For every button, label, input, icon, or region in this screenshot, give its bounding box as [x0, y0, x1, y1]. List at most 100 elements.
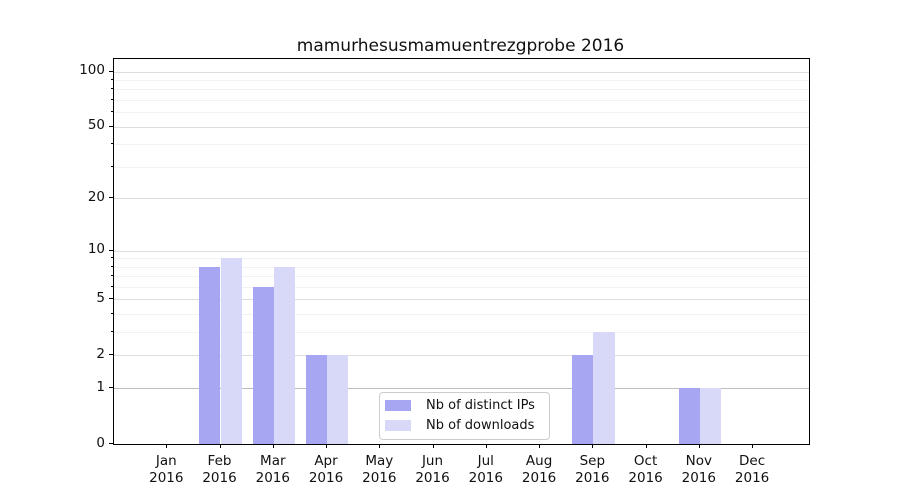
x-axis-tick	[326, 444, 327, 448]
y-tick-label: 10	[87, 241, 105, 257]
grid-line-major	[114, 299, 809, 301]
y-axis-minor-tick	[111, 111, 113, 113]
legend-row: Nb of downloads	[385, 418, 535, 433]
y-axis-minor-tick	[111, 286, 113, 287]
x-label-year: 2016	[521, 470, 557, 487]
y-axis-minor-tick	[111, 165, 113, 167]
y-tick-label: 1	[96, 378, 105, 395]
y-axis-minor-tick	[111, 79, 113, 80]
legend: Nb of distinct IPs Nb of downloads	[379, 392, 550, 440]
grid-line-minor	[114, 287, 809, 288]
x-axis-tick	[485, 444, 487, 448]
bar-downloads-apr	[327, 355, 349, 444]
x-label-year: 2016	[202, 470, 237, 487]
y-tick-label: 100	[79, 62, 105, 79]
y-axis-minor-tick	[111, 265, 113, 267]
bar-downloads-nov	[699, 388, 722, 444]
x-axis-tick	[432, 444, 434, 448]
chart-title: mamurhesusmamuentrezgprobe 2016	[296, 36, 625, 56]
x-tick-label-jul: Jul 2016	[454, 453, 518, 488]
x-axis-tick	[166, 444, 168, 448]
grid-line-major	[114, 126, 809, 128]
x-tick-label-dec: Dec 2016	[720, 453, 784, 488]
x-axis-tick	[539, 444, 541, 448]
x-tick-label-mar: Mar 2016	[241, 453, 305, 488]
legend-row: Nb of distinct IPs	[385, 398, 535, 413]
legend-swatch	[385, 420, 411, 431]
y-axis-minor-tick	[111, 313, 113, 315]
x-label-month: Sep	[579, 453, 606, 469]
y-axis-tick	[109, 197, 113, 199]
y-axis-tick	[109, 443, 113, 444]
grid-line-minor	[114, 100, 809, 101]
x-axis-tick	[379, 444, 381, 448]
y-axis-tick	[109, 387, 113, 389]
bar-distinct-ips-apr	[305, 355, 327, 444]
x-label-month: May	[365, 453, 394, 469]
bar-distinct-ips-feb	[199, 266, 221, 444]
x-label-month: Mar	[260, 453, 286, 469]
x-label-month: Apr	[314, 453, 338, 469]
grid-line-minor	[114, 166, 809, 168]
grid-line-minor	[114, 112, 809, 114]
y-axis-tick	[109, 70, 113, 72]
grid-line-minor	[114, 144, 809, 146]
x-axis-tick	[272, 444, 274, 448]
grid-line-minor	[114, 332, 809, 334]
grid-line-minor	[114, 276, 809, 278]
x-label-year: 2016	[468, 470, 503, 487]
bar-downloads-sep	[593, 332, 615, 444]
x-label-year: 2016	[575, 470, 610, 487]
y-tick-label: 5	[96, 289, 105, 306]
y-axis-minor-tick	[111, 99, 113, 100]
grid-line-major	[114, 71, 809, 73]
grid-line-major	[114, 250, 809, 252]
x-axis-tick	[592, 444, 594, 448]
x-tick-label-may: May 2016	[347, 453, 411, 488]
x-tick-label-nov: Nov 2016	[667, 453, 731, 488]
grid-line-major	[114, 355, 809, 357]
x-label-month: Feb	[207, 453, 232, 469]
legend-label: Nb of distinct IPs	[426, 398, 535, 413]
x-label-month: Jun	[421, 453, 444, 469]
x-axis-tick	[219, 444, 221, 448]
grid-line-minor	[114, 258, 809, 260]
x-label-month: Oct	[633, 453, 658, 469]
x-label-year: 2016	[628, 470, 663, 487]
x-label-month: Jan	[155, 453, 177, 469]
x-label-month: Nov	[685, 453, 712, 469]
y-axis-minor-tick	[111, 275, 113, 277]
y-tick-label: 20	[87, 188, 105, 205]
x-label-year: 2016	[308, 470, 344, 487]
x-label-year: 2016	[362, 470, 397, 487]
x-tick-label-jun: Jun 2016	[401, 453, 465, 488]
x-tick-label-oct: Oct 2016	[614, 453, 678, 488]
y-tick-label: 0	[96, 434, 105, 451]
grid-line-minor	[114, 314, 809, 316]
legend-swatch	[385, 400, 411, 411]
y-axis-minor-tick	[111, 257, 113, 259]
y-axis-minor-tick	[111, 143, 113, 145]
bar-distinct-ips-sep	[572, 355, 594, 444]
x-axis-tick	[698, 444, 700, 448]
grid-line-minor	[114, 266, 809, 268]
x-label-month: Aug	[525, 453, 553, 469]
y-tick-label: 50	[87, 117, 105, 134]
y-axis-minor-tick	[111, 331, 113, 333]
x-label-month: Dec	[739, 453, 766, 469]
y-tick-label: 2	[96, 345, 105, 362]
x-tick-label-feb: Feb 2016	[188, 453, 252, 488]
y-axis-minor-tick	[111, 88, 113, 90]
y-axis-tick	[109, 249, 113, 251]
x-tick-label-sep: Sep 2016	[560, 453, 624, 488]
x-label-year: 2016	[734, 470, 770, 487]
bar-downloads-feb	[220, 258, 242, 444]
bar-downloads-mar	[273, 266, 296, 444]
grid-line-minor	[114, 89, 809, 91]
x-axis-tick	[752, 444, 754, 448]
grid-line-minor	[114, 80, 809, 81]
legend-label: Nb of downloads	[426, 418, 535, 433]
y-axis-tick	[109, 354, 113, 356]
x-tick-label-apr: Apr 2016	[294, 453, 358, 488]
